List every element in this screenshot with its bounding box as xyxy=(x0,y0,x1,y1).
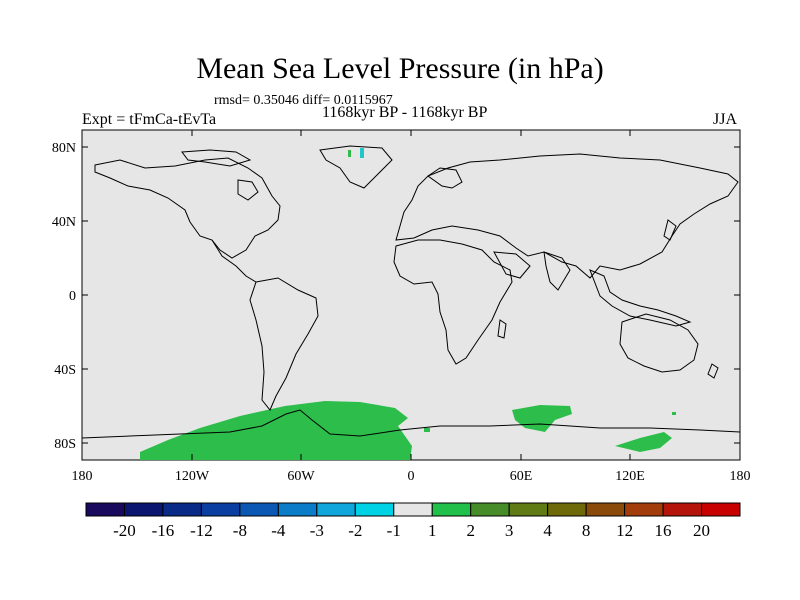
central-america-coastline xyxy=(211,239,257,283)
colorbar-swatch xyxy=(277,502,318,517)
lon-label: 180 xyxy=(730,469,751,484)
colorbar-swatch xyxy=(662,502,703,517)
india-coastline xyxy=(543,251,571,291)
colorbar-label: -8 xyxy=(233,521,247,540)
antarctic-green-anomaly xyxy=(140,401,412,460)
map-background xyxy=(81,129,741,461)
africa-coastline xyxy=(393,239,513,365)
lon-label: 120W xyxy=(175,469,210,484)
antarctica-coastline xyxy=(81,409,741,439)
new-zealand-coastline xyxy=(707,363,719,379)
lon-label: 0 xyxy=(408,469,415,484)
experiment-label: Expt = tFmCa-tEvTa xyxy=(82,111,217,128)
lat-label: 0 xyxy=(69,289,76,304)
colorbar-label: 16 xyxy=(655,521,672,540)
colorbar-label: -1 xyxy=(387,521,401,540)
colorbar-swatch xyxy=(431,502,472,517)
lon-label: 60E xyxy=(510,469,533,484)
arctic-islands-coastline xyxy=(181,149,252,167)
arabia-coastline xyxy=(493,251,531,279)
greenland-coastline xyxy=(319,145,393,189)
colorbar-label: 4 xyxy=(543,521,552,540)
colorbar-swatch xyxy=(585,502,626,517)
colorbar-swatch xyxy=(316,502,356,517)
ross-green-anomaly xyxy=(615,432,672,452)
colorbar-swatch xyxy=(508,502,549,517)
colorbar-swatch xyxy=(393,502,433,517)
north-america-coastline xyxy=(94,157,281,259)
colorbar-label: 8 xyxy=(582,521,591,540)
hudson-bay-coastline xyxy=(237,179,259,201)
colorbar-swatch xyxy=(85,502,125,517)
europe-asia-coastline xyxy=(395,153,739,279)
anomaly-fill xyxy=(140,148,676,460)
colorbar-label: 2 xyxy=(466,521,475,540)
east-antarctic-green-anomaly xyxy=(512,405,572,432)
scandinavia-coastline xyxy=(427,167,463,189)
colorbar-swatch xyxy=(624,502,664,517)
southeast-asia-coastline xyxy=(589,269,692,327)
lon-label: 180 xyxy=(72,469,93,484)
lat-label: 40N xyxy=(52,215,76,230)
colorbar-swatch xyxy=(470,502,510,517)
australia-coastline xyxy=(619,313,699,373)
greenland-cyan-anomaly xyxy=(360,148,364,158)
lat-label: 40S xyxy=(54,363,76,378)
season-label: JJA xyxy=(713,111,738,128)
colorbar-swatch xyxy=(200,502,241,517)
south-america-coastline xyxy=(249,277,319,411)
colorbar-label: 20 xyxy=(693,521,710,540)
coastlines xyxy=(81,145,741,439)
greenland-green-anomaly xyxy=(348,150,351,157)
lon-label: 60W xyxy=(287,469,315,484)
colorbar-label: -2 xyxy=(348,521,362,540)
colorbar-swatch xyxy=(547,502,587,517)
colorbar-label: 1 xyxy=(428,521,437,540)
lon-label: 120E xyxy=(615,469,645,484)
colorbar-label: -20 xyxy=(113,521,136,540)
colorbar-swatch xyxy=(701,502,741,517)
colorbar-label: -16 xyxy=(152,521,175,540)
stats-line: rmsd= 0.35046 diff= 0.0115967 xyxy=(214,93,393,108)
madagascar-coastline xyxy=(497,319,507,339)
lat-axis: 80N 40N 0 40S 80S xyxy=(52,141,740,452)
japan-coastline xyxy=(663,219,677,241)
colorbar-swatch xyxy=(239,502,279,517)
lat-label: 80N xyxy=(52,141,76,156)
small-green-anomaly xyxy=(424,428,430,432)
period-label: 1168kyr BP - 1168kyr BP xyxy=(322,104,488,121)
colorbar-swatch xyxy=(354,502,395,517)
lon-axis: 180 120W 60W 0 60E 120E 180 xyxy=(72,130,751,484)
colorbar-label: 3 xyxy=(505,521,514,540)
colorbar-label: 12 xyxy=(616,521,633,540)
lat-label: 80S xyxy=(54,437,76,452)
colorbar-swatch xyxy=(162,502,202,517)
colorbar-label: -12 xyxy=(190,521,213,540)
small-green-anomaly xyxy=(672,412,676,415)
colorbar-swatch xyxy=(123,502,164,517)
colorbar-label: -3 xyxy=(310,521,324,540)
chart-title: Mean Sea Level Pressure (in hPa) xyxy=(196,52,604,85)
colorbar: -20 -16 -12 -8 -4 -3 -2 -1 1 2 3 4 8 12 16 20 xyxy=(85,502,741,540)
colorbar-label: -4 xyxy=(271,521,286,540)
